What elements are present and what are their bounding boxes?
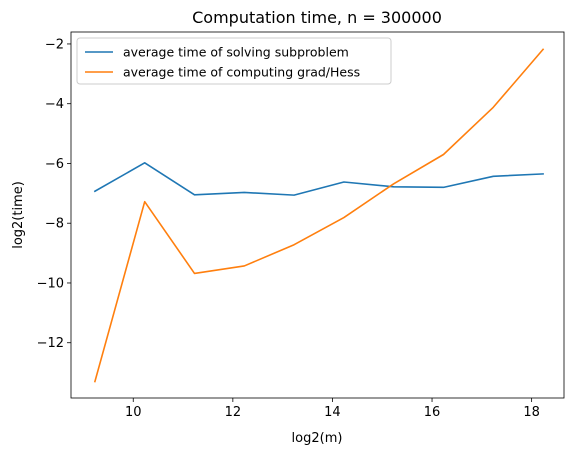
legend-box (76, 37, 392, 85)
x-tick-label: 16 (424, 405, 441, 420)
x-tick-label: 12 (225, 405, 242, 420)
y-axis: −12 −10 −8 −6 −4 −2 (37, 37, 71, 351)
legend: average time of solving subproblem averag… (76, 37, 392, 85)
x-axis: 10 12 14 16 18 (125, 398, 540, 420)
plot-area (93, 48, 545, 383)
x-tick-label: 10 (125, 405, 142, 420)
x-tick-label: 14 (324, 405, 341, 420)
y-tick-label: −8 (45, 217, 64, 232)
series-line-2 (93, 48, 545, 383)
chart-title: Computation time, n = 300000 (192, 8, 442, 27)
y-tick-label: −2 (45, 37, 64, 52)
x-tick-label: 18 (523, 405, 540, 420)
y-tick-label: −12 (37, 336, 64, 351)
plot-frame (70, 31, 565, 399)
series-line-1 (93, 162, 544, 196)
legend-entry: average time of computing grad/Hess (123, 65, 360, 80)
x-axis-label: log2(m) (292, 431, 343, 446)
y-tick-label: −6 (45, 157, 64, 172)
y-tick-label: −4 (45, 97, 64, 112)
legend-entry: average time of solving subproblem (123, 45, 349, 60)
y-axis-label: log2(time) (11, 181, 26, 249)
y-tick-label: −10 (37, 276, 64, 291)
